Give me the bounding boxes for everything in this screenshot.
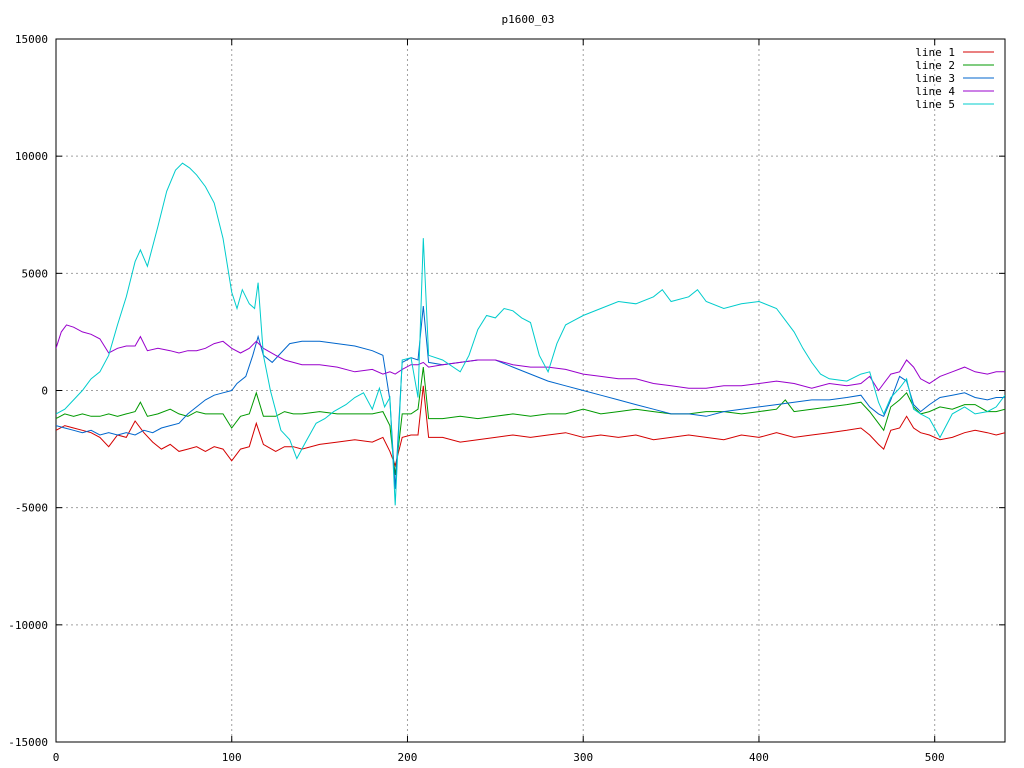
legend-label: line 4: [915, 85, 955, 98]
x-tick-label: 100: [222, 751, 242, 764]
x-tick-label: 500: [925, 751, 945, 764]
x-tick-label: 200: [398, 751, 418, 764]
legend-label: line 2: [915, 59, 955, 72]
series-line-3: [56, 306, 1005, 489]
y-tick-label: 0: [41, 385, 48, 398]
legend-label: line 5: [915, 98, 955, 111]
legend-label: line 3: [915, 72, 955, 85]
series-line-5: [56, 162, 1005, 506]
series-line-1: [56, 385, 1005, 468]
y-tick-label: 10000: [15, 150, 48, 163]
grid: [56, 39, 1005, 742]
y-tick-label: -10000: [8, 619, 48, 632]
y-tick-label: -15000: [8, 736, 48, 749]
series-group: [56, 162, 1005, 506]
x-tick-label: 0: [53, 751, 60, 764]
y-tick-label: 5000: [22, 267, 49, 280]
chart-title: p1600_03: [502, 13, 555, 26]
series-line-2: [56, 367, 1005, 475]
y-tick-label: -5000: [15, 502, 48, 515]
legend-label: line 1: [915, 46, 955, 59]
series-line-4: [56, 324, 1005, 392]
x-tick-label: 400: [749, 751, 769, 764]
x-tick-label: 300: [573, 751, 593, 764]
axes: 0 100 200 300 400 500 -15000 -10000 -5000 0 5000 10…: [8, 33, 1006, 764]
y-tick-label: 15000: [15, 33, 48, 46]
